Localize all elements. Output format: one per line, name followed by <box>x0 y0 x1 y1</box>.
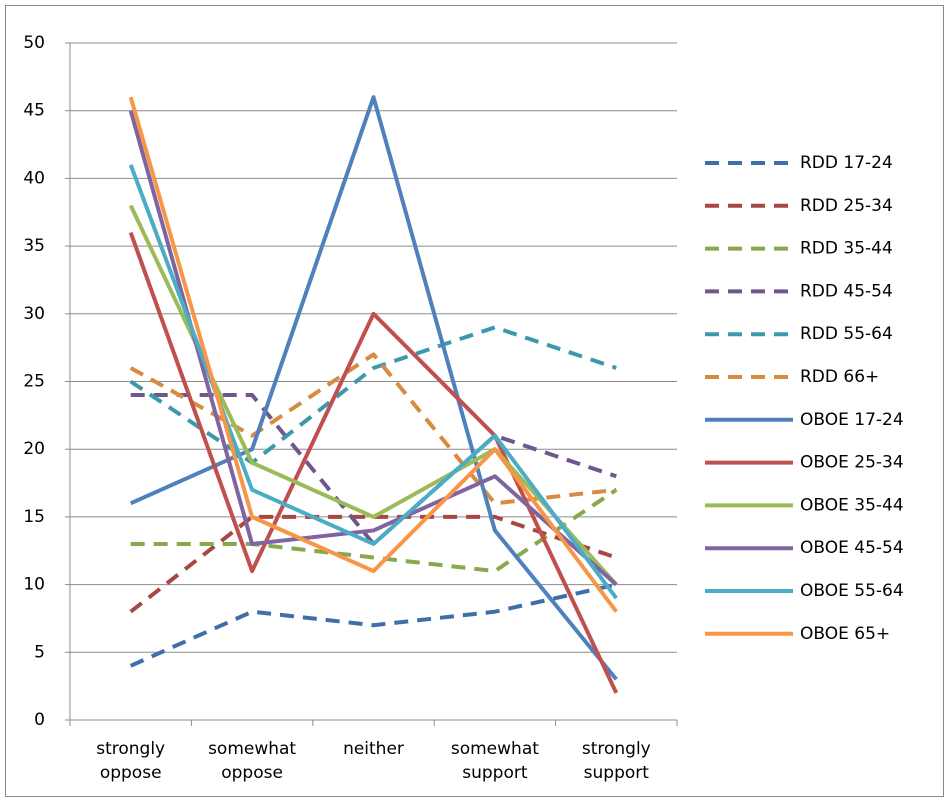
legend-label: RDD 35-44 <box>800 239 893 259</box>
x-tick-label: strongly support <box>581 739 651 783</box>
legend-label: RDD 25-34 <box>800 196 893 216</box>
legend-label: OBOE 65+ <box>800 624 890 644</box>
y-tick-label: 5 <box>34 642 45 662</box>
x-tick-label: strongly oppose <box>96 739 166 783</box>
y-tick-label: 15 <box>23 507 45 527</box>
series-line <box>129 95 618 681</box>
y-tick-label: 35 <box>23 236 45 256</box>
chart-border <box>5 5 944 797</box>
series-line <box>129 514 617 614</box>
series-line <box>128 96 618 613</box>
y-tick-label: 20 <box>23 439 45 459</box>
legend-label: RDD 66+ <box>800 367 879 387</box>
legend-label: RDD 45-54 <box>800 281 893 301</box>
y-tick-label: 50 <box>23 33 45 53</box>
y-tick-label: 30 <box>23 304 45 324</box>
legend-label: RDD 17-24 <box>800 153 893 173</box>
x-tick-label: somewhat support <box>450 739 539 783</box>
y-tick-label: 40 <box>23 168 45 188</box>
x-tick-label: neither <box>343 739 404 759</box>
series-line <box>130 488 618 574</box>
series-line <box>129 352 617 506</box>
series-line <box>129 582 617 668</box>
x-tick-label: somewhat oppose <box>208 739 297 783</box>
legend-label: OBOE 35-44 <box>800 495 904 515</box>
legend-label: OBOE 17-24 <box>800 410 904 430</box>
legend-label: RDD 55-64 <box>800 324 893 344</box>
series-line <box>129 325 617 465</box>
legend-label: OBOE 25-34 <box>800 453 904 473</box>
series-line <box>128 231 619 694</box>
y-tick-label: 25 <box>23 372 45 392</box>
y-tick-label: 10 <box>23 575 45 595</box>
legend-label: OBOE 55-64 <box>800 581 904 601</box>
y-tick-label: 0 <box>34 710 45 730</box>
y-tick-label: 45 <box>23 101 45 121</box>
legend-label: OBOE 45-54 <box>800 538 904 558</box>
series-line <box>128 110 618 587</box>
